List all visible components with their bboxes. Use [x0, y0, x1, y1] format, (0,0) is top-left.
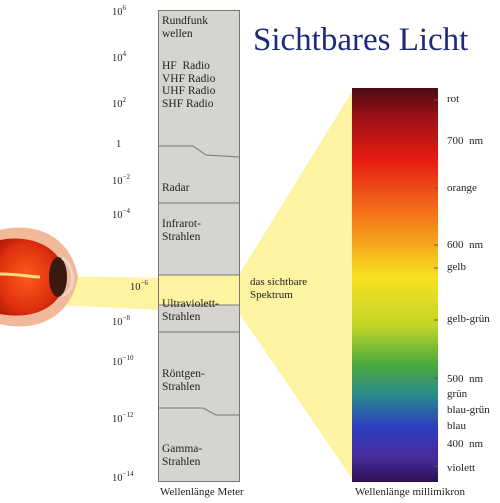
tick-label: 1: [116, 139, 122, 150]
tick-label: 10−10: [112, 354, 134, 368]
tick-label: 104: [112, 50, 126, 64]
spectrum-label-orange: orange: [447, 182, 477, 194]
spectrum-label-gelb-gruen: gelb-grün: [447, 313, 490, 325]
tick-label: 10−14: [112, 470, 134, 484]
tick-label: 10−2: [112, 173, 130, 187]
band-infrarot: Infrarot- Strahlen: [162, 218, 201, 243]
tick-label: 10−12: [112, 411, 134, 425]
band-rundfunk: Rundfunk wellen: [162, 15, 208, 40]
spectrum-axis-caption: Wellenlänge millimikron: [355, 486, 466, 498]
spectrum-label-400nm: 400 nm: [447, 438, 484, 450]
spectrum-label-violett: violett: [447, 462, 476, 474]
spectrum-label-blau: blau: [447, 420, 466, 432]
visible-spectrum-callout: das sichtbare Spektrum: [250, 276, 308, 301]
tick-label: 102: [112, 96, 126, 110]
spectrum-label-blau-gruen: blau-grün: [447, 404, 490, 416]
spectrum-label-gruen: grün: [447, 388, 468, 400]
band-gamma: Gamma- Strahlen: [162, 443, 203, 468]
spectrum-label-600nm: 600 nm: [447, 239, 484, 251]
wavelength-column: [158, 10, 240, 482]
page-title: Sichtbares Licht: [253, 22, 469, 58]
tick-label: 10−8: [112, 314, 130, 328]
visible-spectrum-bar: [352, 88, 438, 482]
wavelength-axis-caption: Wellenlänge Meter: [160, 486, 244, 498]
tick-label: 10−6: [130, 279, 148, 293]
band-radar: Radar: [162, 182, 190, 194]
band-roentgen: Röntgen- Strahlen: [162, 368, 205, 393]
spectrum-label-700nm: 700 nm: [447, 135, 484, 147]
spectrum-label-gelb: gelb: [447, 261, 466, 273]
band-radio: HF Radio VHF Radio UHF Radio SHF Radio: [162, 60, 216, 110]
spectrum-label-rot: rot: [447, 93, 460, 105]
tick-label: 106: [112, 4, 126, 18]
eye-cross-section-icon: [0, 227, 78, 327]
band-ultraviolett: Ultraviolett- Strahlen: [162, 298, 219, 323]
tick-label: 10−4: [112, 207, 130, 221]
spectrum-label-500nm: 500 nm: [447, 373, 484, 385]
